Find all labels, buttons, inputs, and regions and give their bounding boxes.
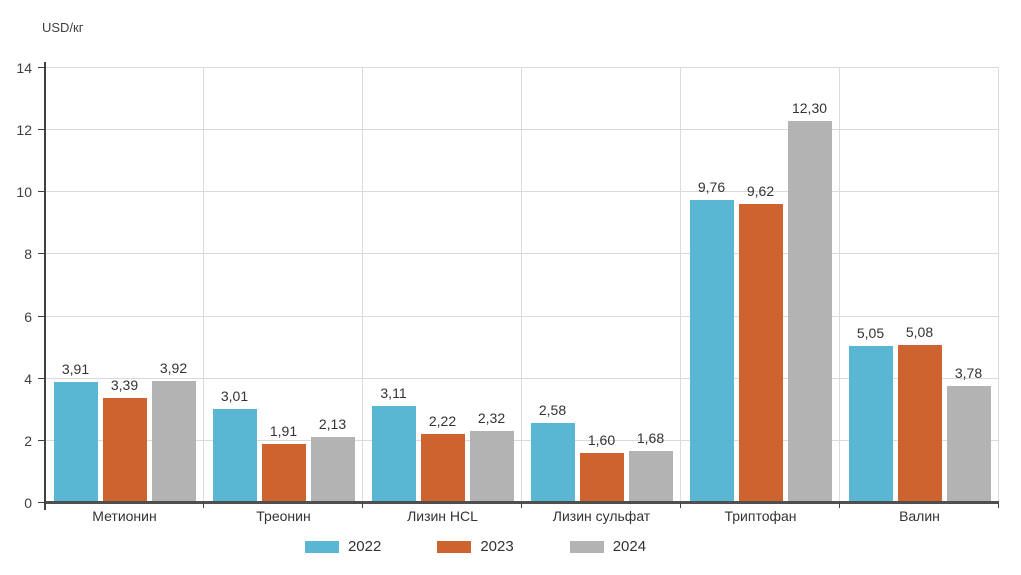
category-label: Метионин: [92, 508, 157, 524]
legend-label: 2023: [480, 538, 514, 555]
bar-value-label: 2,22: [428, 413, 457, 430]
legend-item: 2024: [569, 538, 647, 555]
category-label: Лизин HCL: [407, 508, 478, 524]
bar-value-label: 2,32: [477, 409, 506, 426]
bar-value-label: 3,11: [380, 385, 407, 402]
bar-value-label: 1,68: [636, 429, 665, 446]
category-label: Лизин сульфат: [552, 508, 651, 524]
category-label: Валин: [899, 508, 940, 524]
gridline-h: [45, 67, 999, 68]
bar: [53, 381, 98, 503]
y-tick-label: 12: [16, 122, 32, 139]
x-tick-mark: [521, 503, 522, 508]
bar-value-label: 3,92: [159, 360, 188, 377]
gridline-h: [45, 315, 999, 317]
x-tick-mark: [203, 503, 204, 508]
y-tick-label: 0: [24, 495, 32, 511]
y-tick-mark: [38, 191, 45, 193]
bar-value-label: 3,39: [110, 376, 139, 393]
legend-swatch: [437, 540, 472, 553]
bar: [469, 430, 514, 503]
bar: [310, 436, 355, 503]
bar-value-label: 2,58: [538, 401, 567, 418]
bar-value-label: 3,01: [220, 388, 249, 405]
plot-area: 0 2 4 6 8 10 12 14 Метионин Треонин Лизин HCL Лизин…: [16, 60, 999, 524]
y-tick-mark: [38, 129, 45, 131]
y-tick-label: 4: [24, 370, 32, 387]
bar: [151, 381, 196, 503]
gridline-h: [45, 253, 999, 255]
bar: [897, 345, 942, 503]
y-axis-line: [44, 62, 46, 510]
bar-value-label: 2,13: [318, 415, 347, 432]
y-tick-mark: [38, 377, 45, 379]
legend-item: 2022: [304, 538, 382, 555]
y-tick-label: 8: [24, 246, 32, 263]
gridline-v: [521, 68, 522, 503]
y-tick-mark: [38, 502, 45, 503]
gridline-v: [839, 68, 840, 503]
bar: [371, 406, 416, 503]
gridline-h: [45, 439, 999, 441]
bar: [212, 409, 257, 503]
bar: [261, 443, 306, 503]
x-tick-mark: [998, 503, 999, 508]
y-tick-mark: [38, 439, 45, 441]
legend-label: 2024: [612, 538, 647, 555]
gridline-h: [45, 191, 999, 193]
y-axis-title: USD/кг: [42, 20, 84, 35]
x-axis-baseline: [45, 501, 999, 504]
bar: [102, 397, 147, 503]
y-tick-mark: [38, 67, 45, 68]
y-tick-label: 10: [16, 184, 32, 201]
bar: [420, 434, 465, 503]
gridline-v: [362, 68, 363, 503]
legend-item: 2023: [437, 538, 514, 555]
bar-value-label: 3,91: [61, 360, 90, 377]
bar-value-label: 9,62: [746, 183, 775, 200]
bar: [738, 204, 783, 503]
x-tick-mark: [680, 503, 681, 508]
bar-value-label: 9,76: [697, 178, 726, 195]
gridline-v: [203, 68, 204, 503]
x-tick-mark: [362, 503, 363, 508]
y-tick-label: 6: [24, 308, 32, 325]
bar: [689, 199, 734, 503]
chart-legend: 2022 2023 2024: [0, 538, 951, 555]
bar: [787, 120, 832, 503]
bar-value-label: 1,91: [269, 422, 298, 439]
bar: [530, 422, 575, 503]
gridline-h: [45, 129, 999, 131]
legend-swatch: [569, 540, 604, 553]
y-tick-label: 2: [24, 432, 32, 449]
y-tick-mark: [38, 253, 45, 255]
bar-value-label: 1,60: [587, 432, 616, 449]
bar-value-label: 3,78: [954, 364, 983, 381]
category-label: Треонин: [256, 508, 311, 524]
gridline-v: [998, 68, 999, 503]
legend-label: 2022: [347, 538, 382, 555]
category-label: Триптофан: [724, 508, 797, 524]
gridline-v: [680, 68, 681, 503]
y-tick-label: 14: [16, 60, 32, 76]
legend-swatch: [304, 540, 339, 553]
y-tick-mark: [38, 315, 45, 317]
bar-value-label: 5,05: [856, 325, 885, 342]
gridline-h: [45, 377, 999, 379]
bar-value-label: 5,08: [905, 324, 934, 341]
bar: [579, 453, 624, 503]
bar: [946, 385, 991, 503]
bar-value-label: 12,30: [791, 99, 828, 116]
x-tick-mark: [839, 503, 840, 508]
x-tick-mark: [45, 503, 46, 508]
bar: [848, 346, 893, 503]
bar: [628, 450, 673, 503]
